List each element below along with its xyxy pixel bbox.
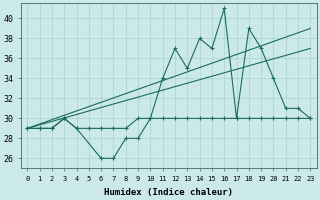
- X-axis label: Humidex (Indice chaleur): Humidex (Indice chaleur): [104, 188, 233, 197]
